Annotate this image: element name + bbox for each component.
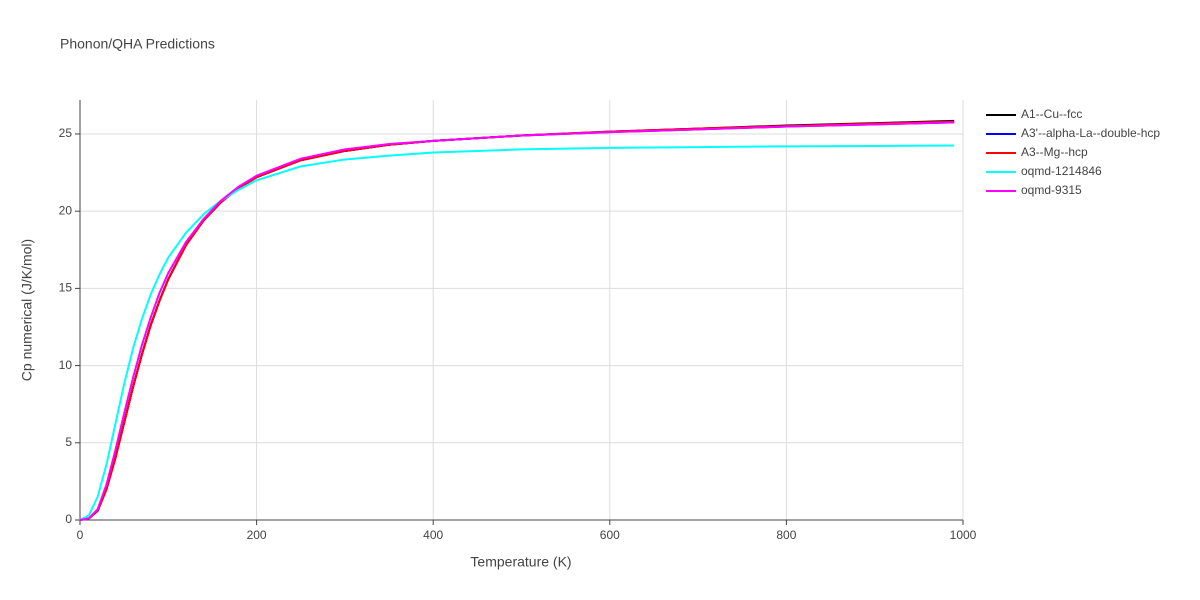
- x-tick-label: 0: [77, 528, 84, 542]
- x-tick-label: 400: [423, 528, 443, 542]
- x-tick-label: 600: [600, 528, 620, 542]
- y-axis-title: Cp numerical (J/K/mol): [19, 239, 35, 381]
- y-tick-label: 10: [59, 358, 73, 372]
- series-line: [79, 121, 955, 521]
- legend-label: A3'--alpha-La--double-hcp: [1021, 126, 1160, 140]
- y-tick-label: 5: [65, 435, 72, 449]
- legend-label: A1--Cu--fcc: [1021, 107, 1082, 121]
- y-tick-label: 0: [65, 512, 72, 526]
- legend-label: oqmd-9315: [1021, 183, 1082, 197]
- chart-title: Phonon/QHA Predictions: [60, 36, 215, 52]
- x-tick-label: 800: [776, 528, 796, 542]
- series-line: [79, 120, 955, 521]
- legend-label: A3--Mg--hcp: [1021, 145, 1088, 159]
- legend-label: oqmd-1214846: [1021, 164, 1102, 178]
- x-tick-label: 1000: [950, 528, 977, 542]
- x-tick-label: 200: [247, 528, 267, 542]
- series-line: [79, 144, 955, 521]
- x-axis-title: Temperature (K): [470, 554, 571, 570]
- y-tick-label: 25: [59, 126, 73, 140]
- series-line: [79, 121, 955, 521]
- y-tick-label: 20: [59, 203, 73, 217]
- series-line: [79, 119, 955, 521]
- y-tick-label: 15: [59, 281, 73, 295]
